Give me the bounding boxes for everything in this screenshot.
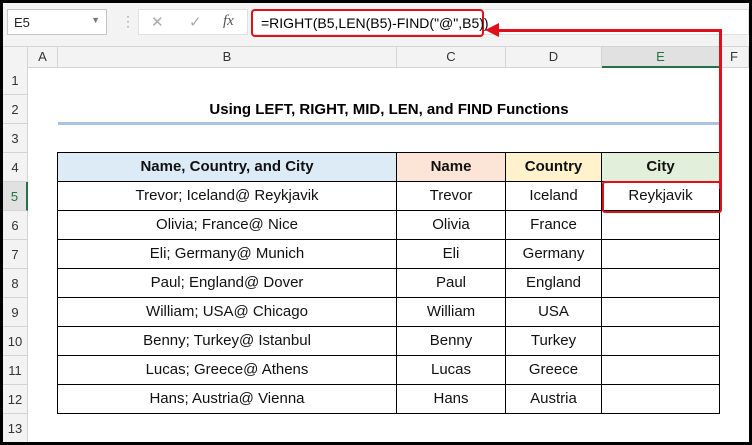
row-header-4[interactable]: 4 [3, 153, 28, 182]
row-header-12[interactable]: 12 [3, 385, 28, 414]
row-header-6[interactable]: 6 [3, 211, 28, 240]
name-box-value: E5 [14, 15, 30, 30]
column-header-f[interactable]: F [720, 47, 749, 68]
spreadsheet-window: E5 ▼ ⋮ ✕ ✓ fx =RIGHT(B5,LEN(B5)-FIND("@",… [3, 3, 749, 442]
row-header-1[interactable]: 1 [3, 66, 28, 95]
name-box[interactable]: E5 ▼ [7, 9, 107, 35]
formula-buttons: ✕ ✓ fx [138, 9, 248, 35]
table-cell[interactable]: Benny; Turkey@ Istanbul [57, 326, 397, 356]
table-header[interactable]: Name, Country, and City [57, 152, 397, 182]
arrow-head-icon [485, 23, 499, 37]
table-cell[interactable]: Olivia; France@ Nice [57, 210, 397, 240]
table-cell[interactable]: William; USA@ Chicago [57, 297, 397, 327]
table-cell[interactable]: Paul [396, 268, 506, 298]
sheet-title: Using LEFT, RIGHT, MID, LEN, and FIND Fu… [209, 101, 569, 118]
row-header-8[interactable]: 8 [3, 269, 28, 298]
column-header-e[interactable]: E [602, 47, 720, 68]
table-cell[interactable]: Turkey [505, 326, 602, 356]
divider-dots-icon: ⋮ [121, 13, 135, 29]
formula-input[interactable]: =RIGHT(B5,LEN(B5)-FIND("@",B5)) [251, 9, 489, 37]
table-cell[interactable]: Iceland [505, 181, 602, 211]
table-cell[interactable]: Lucas [396, 355, 506, 385]
cancel-icon[interactable]: ✕ [151, 14, 164, 31]
table-cell[interactable]: Trevor [396, 181, 506, 211]
table-cell[interactable] [601, 268, 720, 298]
table-cell[interactable]: Hans; Austria@ Vienna [57, 384, 397, 414]
select-all-corner[interactable] [3, 47, 28, 68]
table-cell[interactable]: Lucas; Greece@ Athens [57, 355, 397, 385]
table-cell[interactable] [601, 384, 720, 414]
table-cell[interactable] [601, 210, 720, 240]
column-header-c[interactable]: C [397, 47, 506, 68]
table-cell[interactable]: William [396, 297, 506, 327]
row-header-2[interactable]: 2 [3, 95, 28, 124]
column-header-d[interactable]: D [506, 47, 602, 68]
column-header-b[interactable]: B [58, 47, 397, 68]
table-cell[interactable]: Olivia [396, 210, 506, 240]
row-header-11[interactable]: 11 [3, 356, 28, 385]
table-cell[interactable]: France [505, 210, 602, 240]
row-header-9[interactable]: 9 [3, 298, 28, 327]
formula-bar: E5 ▼ ⋮ ✕ ✓ fx =RIGHT(B5,LEN(B5)-FIND("@",… [3, 3, 749, 47]
table-header[interactable]: Name [396, 152, 506, 182]
highlight-box-e5 [602, 181, 722, 213]
table-cell[interactable]: Hans [396, 384, 506, 414]
table-cell[interactable]: Eli [396, 239, 506, 269]
table-cell[interactable] [601, 355, 720, 385]
enter-icon[interactable]: ✓ [189, 14, 202, 31]
table-cell[interactable]: USA [505, 297, 602, 327]
annotation-arrow-horizontal [497, 29, 722, 32]
annotation-arrow-vertical [719, 29, 722, 189]
title-underline [58, 122, 720, 125]
table-header[interactable]: City [601, 152, 720, 182]
row-header-5[interactable]: 5 [3, 182, 28, 211]
table-cell[interactable]: Germany [505, 239, 602, 269]
table-cell[interactable]: Trevor; Iceland@ Reykjavik [57, 181, 397, 211]
table-cell[interactable]: Eli; Germany@ Munich [57, 239, 397, 269]
row-header-3[interactable]: 3 [3, 124, 28, 153]
table-cell[interactable]: Austria [505, 384, 602, 414]
table-cell[interactable]: Paul; England@ Dover [57, 268, 397, 298]
table-cell[interactable]: Greece [505, 355, 602, 385]
table-cell[interactable] [601, 326, 720, 356]
column-header-a[interactable]: A [28, 47, 58, 68]
chevron-down-icon[interactable]: ▼ [91, 15, 100, 25]
table-cell[interactable] [601, 297, 720, 327]
table-cell[interactable]: Benny [396, 326, 506, 356]
fx-icon[interactable]: fx [223, 13, 234, 29]
row-header-7[interactable]: 7 [3, 240, 28, 269]
table-cell[interactable] [601, 239, 720, 269]
row-header-13[interactable]: 13 [3, 414, 28, 442]
table-header[interactable]: Country [505, 152, 602, 182]
row-header-10[interactable]: 10 [3, 327, 28, 356]
table-cell[interactable]: England [505, 268, 602, 298]
